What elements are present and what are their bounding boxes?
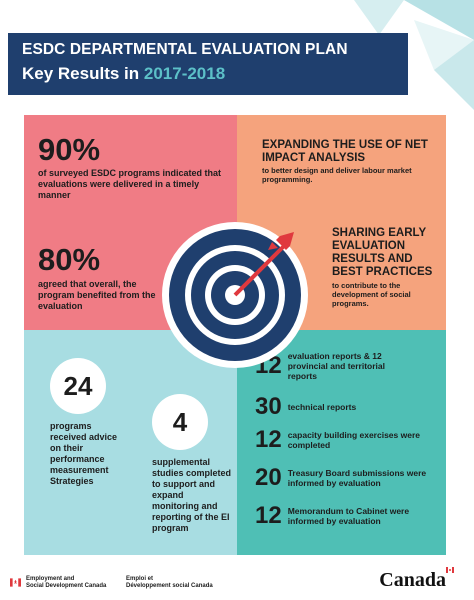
net-impact-heading: EXPANDING THE USE OF NET IMPACT ANALYSIS [262, 139, 428, 164]
stat-90-text: of surveyed ESDC programs indicated that… [38, 168, 222, 200]
row-text: capacity building exercises were complet… [287, 430, 420, 450]
dept-fr-line2: Développement social Canada [126, 583, 213, 589]
dept-en-line2: Social Development Canada [26, 583, 107, 589]
dept-en-line1: Employment and [26, 576, 75, 582]
subtitle-year: 2017-2018 [143, 64, 226, 83]
list-item: 30 technical reports [255, 395, 368, 419]
stat-90-percent: 90% [38, 132, 101, 167]
row-text: Memorandum to Cabinet were informed by e… [287, 506, 410, 526]
stat-80-text: agreed that overall, the program benefit… [38, 279, 156, 311]
canada-wordmark: Canada [379, 569, 446, 591]
sharing-results-subtext: to contribute to the development of soci… [332, 281, 411, 308]
row-value: 12 [255, 426, 282, 453]
circle-24: 24 [50, 358, 106, 414]
circle-4: 4 [152, 394, 208, 450]
stat-24-text: programs received advice on their perfor… [50, 421, 118, 486]
wordmark-flag-icon [446, 567, 454, 573]
list-item: 12 capacity building exercises were comp… [255, 428, 428, 452]
panel-bottom-right [237, 330, 446, 555]
row-text: technical reports [287, 402, 357, 412]
department-name-fr: Emploi et Développement social Canada [126, 576, 213, 590]
row-text: Treasury Board submissions were informed… [287, 468, 427, 488]
stat-4-text: supplemental studies completed to suppor… [152, 457, 232, 533]
row-value: 12 [255, 502, 282, 529]
row-text: evaluation reports & 12 provincial and t… [287, 351, 386, 381]
stat-80-percent: 80% [38, 242, 101, 277]
header-banner: ESDC DEPARTMENTAL EVALUATION PLAN Key Re… [8, 33, 408, 95]
sharing-results-heading: SHARING EARLY EVALUATION RESULTS AND BES… [332, 227, 433, 278]
row-value: 30 [255, 393, 282, 420]
net-impact-subtext: to better design and deliver labour mark… [262, 166, 412, 184]
department-name-en: Employment and Social Development Canada [26, 576, 106, 590]
dept-fr-line1: Emploi et [126, 576, 154, 582]
header-subtitle: Key Results in 2017-2018 [22, 62, 394, 86]
subtitle-prefix: Key Results in [22, 64, 144, 83]
header-title: ESDC DEPARTMENTAL EVALUATION PLAN [22, 41, 348, 58]
target-icon [162, 222, 308, 368]
canada-flag-icon [10, 578, 21, 587]
decorative-triangles [354, 0, 474, 110]
list-item: 20 Treasury Board submissions were infor… [255, 466, 433, 490]
list-item: 12 Memorandum to Cabinet were informed b… [255, 504, 428, 528]
row-value: 20 [255, 464, 282, 491]
